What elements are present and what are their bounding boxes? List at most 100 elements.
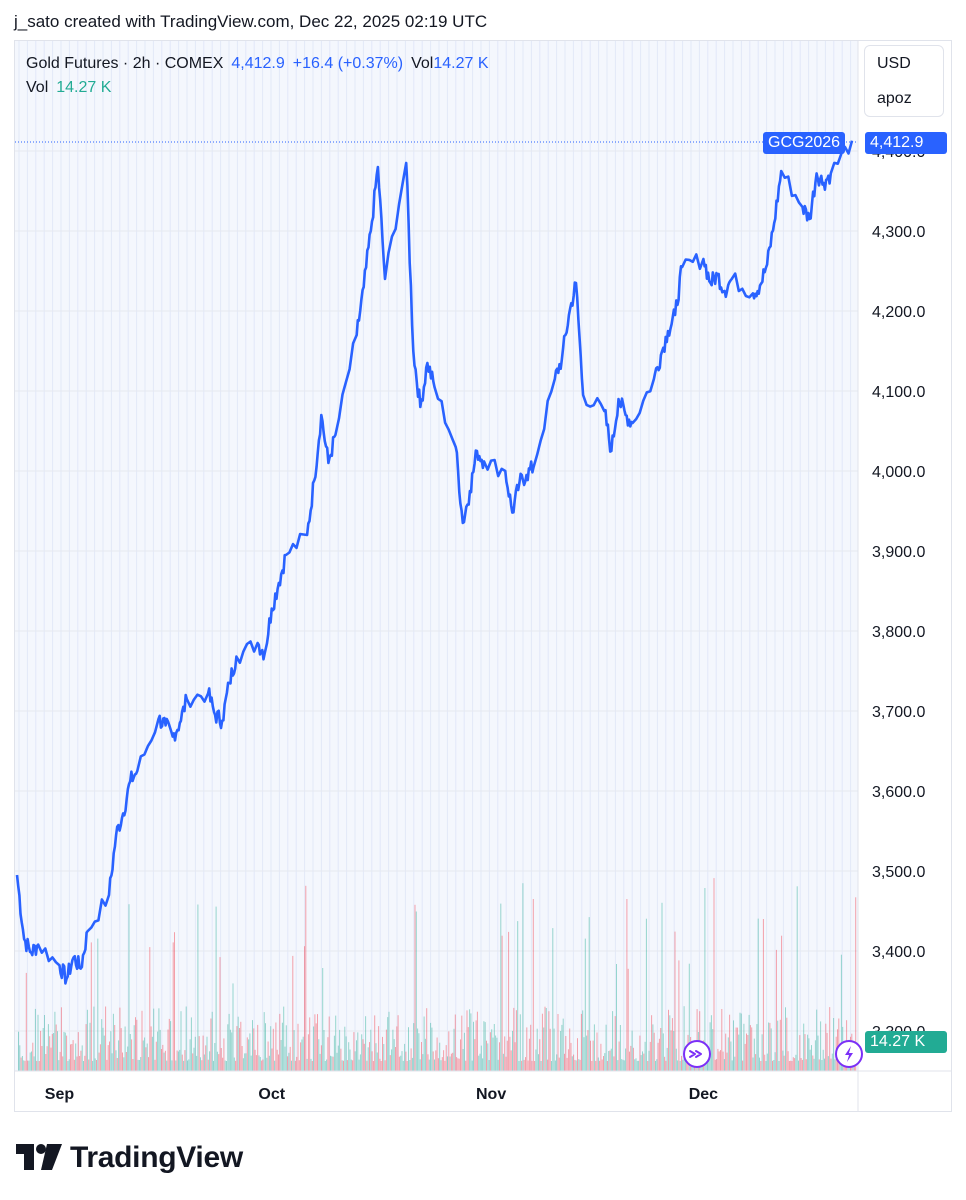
volume-bar — [521, 1060, 523, 1071]
volume-bar — [621, 1059, 623, 1071]
volume-bar — [582, 1010, 584, 1071]
volume-bar — [458, 1058, 460, 1071]
volume-bar — [645, 918, 647, 1071]
volume-bar — [356, 1040, 357, 1071]
volume-bar — [721, 1009, 723, 1071]
volume-bar — [688, 963, 690, 1071]
volume-bar — [141, 1010, 143, 1071]
volume-bar — [673, 1030, 675, 1071]
volume-bar — [716, 1059, 718, 1071]
volume-bar — [704, 888, 706, 1071]
volume-bar — [288, 1052, 290, 1071]
volume-bar — [280, 1040, 282, 1071]
volume-bar — [23, 1060, 25, 1071]
volume-bar — [738, 1034, 740, 1071]
volume-bar — [80, 1050, 82, 1071]
price-tick-label: 3,500.0 — [872, 864, 925, 881]
volume-bar — [770, 1028, 772, 1071]
volume-bar — [253, 1028, 255, 1071]
go-to-realtime-icon[interactable] — [683, 1040, 711, 1068]
volume-bar — [501, 935, 503, 1071]
volume-bar — [301, 1039, 303, 1071]
volume-bar — [643, 1053, 645, 1071]
volume-bar — [149, 947, 151, 1071]
volume-bar — [574, 1059, 576, 1071]
tradingview-logo-text: TradingView — [70, 1141, 243, 1174]
volume-bar — [535, 1049, 537, 1071]
volume-bar — [357, 1032, 359, 1071]
volume-bar — [749, 1025, 751, 1071]
legend-symbol[interactable]: Gold Futures · 2h · COMEX — [26, 55, 224, 72]
volume-bar — [120, 1028, 122, 1071]
volume-bar — [200, 1057, 201, 1071]
volume-bar — [166, 1060, 168, 1071]
volume-bar — [523, 1059, 525, 1071]
volume-bar — [634, 1059, 636, 1071]
volume-bar — [743, 1023, 745, 1071]
price-tick-label: 4,300.0 — [872, 224, 925, 241]
volume-bar — [226, 1061, 227, 1071]
volume-bar — [33, 1056, 35, 1071]
volume-bar — [291, 1060, 292, 1071]
volume-bar — [177, 1051, 179, 1071]
volume-bar — [146, 1043, 148, 1071]
volume-bar — [111, 1053, 113, 1071]
volume-bar — [151, 1036, 153, 1071]
volume-bar — [29, 1052, 31, 1071]
volume-bar — [144, 1037, 146, 1071]
volume-bar — [675, 1048, 677, 1071]
volume-bar — [246, 1037, 248, 1071]
volume-bar — [639, 1035, 641, 1071]
volume-bar — [203, 1054, 205, 1071]
volume-bar — [674, 931, 676, 1071]
volume-bar — [236, 1026, 238, 1071]
volume-bar — [755, 1054, 757, 1071]
currency-label[interactable]: USD — [877, 55, 911, 72]
volume-bar — [486, 1040, 487, 1071]
volume-bar — [785, 1007, 786, 1071]
chart-legend: Gold Futures · 2h · COMEX 4,412.9 +16.4 (+… — [26, 52, 488, 100]
volume-bar — [649, 1041, 651, 1071]
volume-bar — [233, 1057, 235, 1071]
flash-icon[interactable] — [835, 1040, 863, 1068]
volume-bar — [554, 1060, 556, 1071]
volume-study-label[interactable]: Vol — [26, 79, 49, 96]
currency-selector[interactable]: USD apoz — [864, 45, 944, 117]
volume-bar — [630, 1045, 632, 1071]
volume-bar — [129, 1034, 131, 1071]
volume-bar — [66, 1035, 68, 1071]
volume-bar — [119, 1007, 121, 1071]
volume-bar — [170, 1021, 172, 1071]
volume-bar — [122, 1052, 123, 1071]
volume-bar — [150, 1026, 152, 1071]
volume-bar — [114, 1025, 116, 1071]
scale-mode-label[interactable]: apoz — [877, 90, 912, 107]
volume-bar — [515, 1010, 517, 1071]
volume-bar — [742, 1060, 744, 1071]
volume-bar — [77, 1032, 79, 1071]
tradingview-logo[interactable]: TradingView — [16, 1138, 243, 1178]
volume-bar — [127, 1046, 129, 1071]
volume-bar — [417, 1028, 419, 1071]
chart-frame — [14, 40, 952, 1112]
volume-bar — [812, 1055, 814, 1071]
volume-bar — [62, 1056, 64, 1071]
volume-bar — [482, 1058, 484, 1071]
volume-bar — [463, 1032, 465, 1071]
volume-bar — [71, 1044, 73, 1071]
volume-bar — [323, 1030, 325, 1071]
volume-bar — [606, 1061, 608, 1071]
volume-bar — [556, 1054, 558, 1071]
volume-bar — [128, 904, 130, 1071]
volume-bar — [431, 1027, 433, 1071]
volume-bar — [805, 1059, 807, 1071]
volume-bar — [473, 1021, 474, 1071]
volume-bar — [722, 1051, 724, 1071]
volume-bar — [775, 949, 777, 1071]
volume-bar — [79, 1056, 81, 1071]
price-tick-label: 4,000.0 — [872, 464, 925, 481]
price-tick-label: 4,100.0 — [872, 384, 925, 401]
chart-canvas[interactable]: 3,300.03,400.03,500.03,600.03,700.03,800… — [15, 41, 951, 1111]
volume-bar — [67, 1061, 69, 1071]
chart-credit: j_sato created with TradingView.com, Dec… — [14, 12, 488, 31]
